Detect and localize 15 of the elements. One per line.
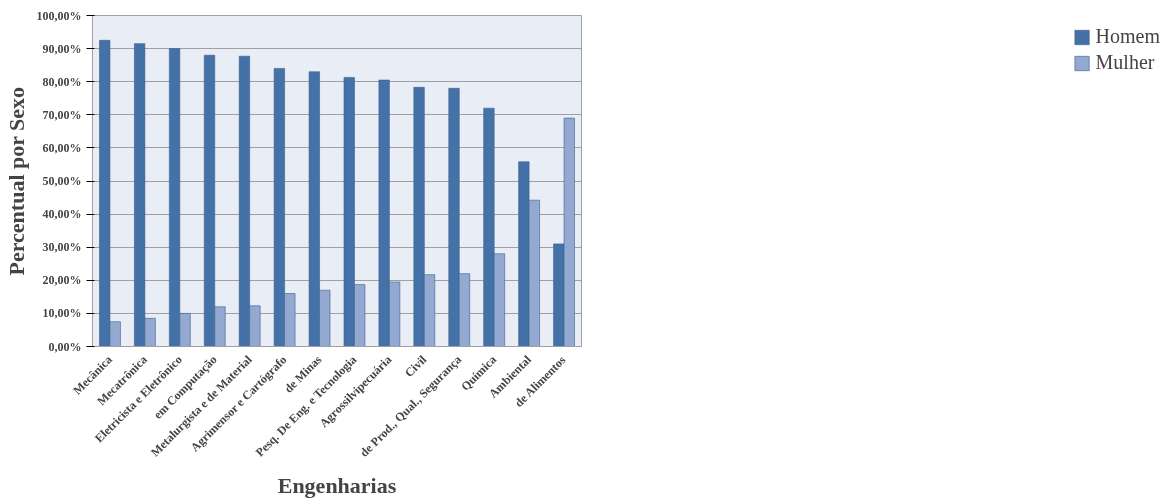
y-tick-label: 80,00% bbox=[42, 74, 82, 89]
y-tick-label: 50,00% bbox=[42, 174, 82, 188]
y-tick-label: 40,00% bbox=[42, 207, 82, 222]
y-tick-label: 100,00% bbox=[36, 8, 82, 23]
y-tick-label: 0,00% bbox=[48, 339, 82, 354]
y-tick-label: 90,00% bbox=[42, 41, 82, 56]
y-tick-label: 10,00% bbox=[42, 306, 82, 321]
y-axis-title: Percentual por Sexo bbox=[3, 86, 29, 276]
y-tick-label: 60,00% bbox=[42, 140, 82, 155]
legend-label: Homem bbox=[1095, 25, 1160, 48]
y-tick-label: 20,00% bbox=[42, 273, 82, 288]
x-axis-title: Engenharias bbox=[277, 472, 397, 498]
y-tick-label: 70,00% bbox=[42, 107, 82, 122]
y-tick-label: 30,00% bbox=[42, 240, 82, 255]
legend-label: Mulher bbox=[1095, 51, 1155, 74]
